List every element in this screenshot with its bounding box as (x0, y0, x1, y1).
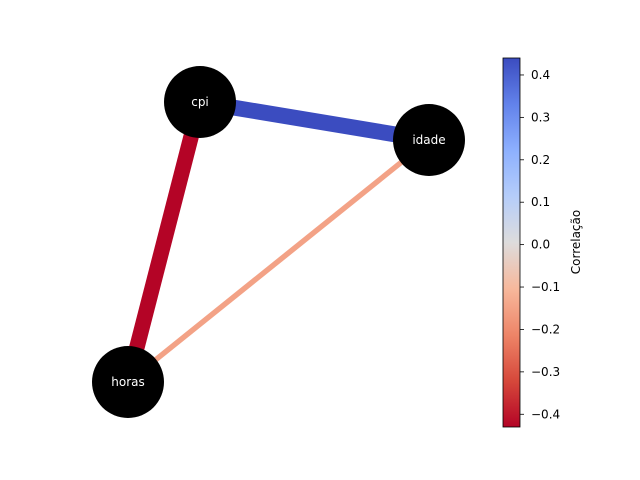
edge-cpi-idade (198, 94, 431, 148)
colorbar-tick-label: 0.2 (531, 153, 550, 167)
edge-idade-horas (126, 137, 431, 385)
colorbar-tick-label: 0.4 (531, 68, 550, 82)
nodes-layer: cpi idade horas (92, 66, 465, 418)
colorbar: 0.4 0.3 0.2 0.1 0.0 −0.1 −0.2 −0.3 −0.4 Correlaç… (502, 57, 583, 428)
node-label-idade: idade (412, 133, 445, 147)
node-horas (92, 346, 164, 418)
colorbar-tick-label: −0.1 (531, 280, 560, 294)
colorbar-tick-label: −0.3 (531, 365, 560, 379)
node-label-horas: horas (111, 375, 145, 389)
colorbar-tick-label: 0.0 (531, 238, 550, 252)
edges-layer (120, 94, 431, 385)
colorbar-tick-label: 0.3 (531, 110, 550, 124)
colorbar-tick-label: 0.1 (531, 195, 550, 209)
edge-cpi-horas (120, 100, 208, 384)
colorbar-label: Correlação (569, 210, 583, 274)
node-cpi (164, 66, 236, 138)
colorbar-gradient (502, 57, 521, 428)
colorbar-ticks: 0.4 0.3 0.2 0.1 0.0 −0.1 −0.2 −0.3 −0.4 (520, 68, 560, 421)
node-label-cpi: cpi (191, 95, 209, 109)
colorbar-tick-label: −0.2 (531, 322, 560, 336)
node-idade (393, 104, 465, 176)
colorbar-tick-label: −0.4 (531, 407, 560, 421)
